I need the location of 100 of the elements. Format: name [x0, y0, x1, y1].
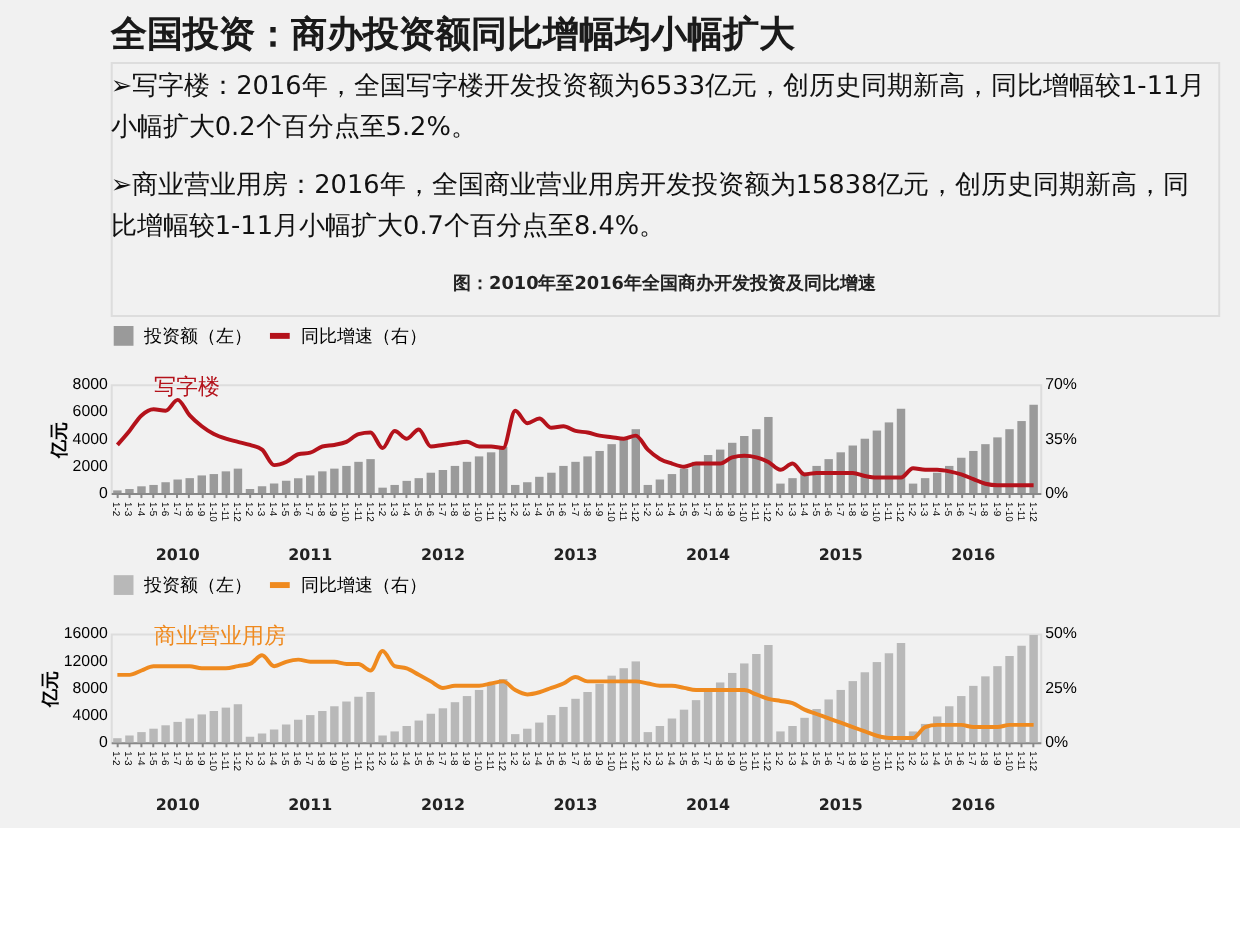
y-tick-label: 8000: [72, 375, 109, 394]
bar: [643, 484, 653, 494]
bar: [257, 733, 267, 743]
text: 2016: [951, 795, 997, 814]
text: 图：2010年至2016年全国商办开发投资及同比增速: [453, 273, 878, 296]
bar: [209, 711, 219, 743]
bar: [643, 732, 653, 743]
y-tick-label: 4000: [72, 429, 109, 448]
text: 2010: [155, 795, 201, 814]
y2-tick-label: 70%: [1045, 375, 1077, 394]
legend-label: 投资额（左）: [142, 575, 253, 597]
bar: [438, 469, 448, 494]
text: 2013: [553, 546, 598, 565]
bar: [896, 408, 906, 494]
bar: [619, 438, 628, 494]
text: 2016: [951, 546, 997, 565]
bar: [872, 662, 882, 743]
bar: [197, 475, 206, 494]
bar: [486, 452, 496, 494]
y-axis-title: 亿元: [39, 670, 62, 709]
bar: [438, 708, 448, 743]
bar: [414, 720, 423, 743]
text: 2015: [818, 546, 863, 565]
bar: [462, 696, 472, 743]
bar: [679, 709, 689, 743]
bar: [679, 468, 689, 494]
bar: [631, 661, 640, 743]
text: 2010: [155, 546, 201, 565]
text: ➢商业营业用房：2016年，全国商业营业用房开发投资额为15838亿元，创历史同期新高，同比增幅较1-11月小幅扩大0.7个百分点至8.4%。: [110, 168, 1190, 243]
chart-title: 写字楼: [154, 374, 221, 401]
y2-tick-label: 0%: [1045, 484, 1069, 503]
bar: [209, 474, 219, 494]
bar: [450, 702, 460, 743]
line-series: [115, 648, 1036, 740]
bar: [233, 704, 243, 743]
bar: [294, 478, 303, 494]
bar: [884, 422, 894, 494]
bar: [426, 713, 436, 743]
legend-label: 同比增速（右）: [300, 575, 427, 597]
bar: [908, 483, 918, 494]
bar: [221, 471, 231, 494]
bar: [306, 475, 315, 494]
bar: [426, 472, 436, 494]
bar: [269, 483, 279, 494]
bar: [281, 724, 291, 743]
bar: [257, 486, 267, 494]
bar: [402, 480, 411, 494]
bar: [197, 714, 206, 743]
chart-title: 商业营业用房: [154, 623, 287, 650]
bar: [306, 715, 315, 743]
bar: [414, 478, 423, 494]
text: 2012: [420, 546, 465, 565]
text: 2012: [420, 795, 465, 814]
bar: [523, 728, 532, 743]
bar: [450, 465, 460, 494]
bar: [486, 684, 496, 743]
bar: [523, 482, 532, 494]
legend-label: 同比增速（右）: [300, 325, 427, 348]
bar: [294, 719, 303, 743]
bar: [667, 474, 677, 494]
legend-label: 投资额（左）: [142, 325, 253, 348]
bar: [884, 653, 894, 743]
bar: [269, 729, 279, 743]
bar: [655, 479, 665, 494]
y-axis-title: 亿元: [48, 421, 71, 460]
y2-tick-label: 35%: [1045, 429, 1077, 448]
bar: [896, 643, 906, 743]
bar: [474, 689, 484, 743]
bar: [655, 725, 665, 743]
text: 全国投资：商办投资额同比增幅均小幅扩大: [108, 14, 797, 57]
y-tick-label: 0: [98, 484, 109, 503]
bar: [511, 734, 520, 743]
text: 2013: [553, 795, 598, 814]
y-tick-label: 6000: [72, 402, 109, 421]
bar: [619, 668, 628, 743]
bar: [703, 690, 713, 743]
y-tick-label: 16000: [63, 624, 109, 643]
line-series: [115, 397, 1036, 488]
text: 2011: [288, 546, 333, 565]
y-tick-label: 4000: [72, 706, 109, 725]
bar: [511, 484, 520, 494]
y2-tick-label: 25%: [1045, 678, 1077, 697]
text: 2014: [686, 546, 732, 565]
bar: [221, 707, 231, 743]
text: ➢写字楼：2016年，全国写字楼开发投资额为6533亿元，创历史同期新高，同比增幅较1-11月小幅扩大0.2个百分点至5.2%。: [110, 69, 1206, 144]
y-tick-label: 12000: [63, 651, 109, 670]
bar: [462, 461, 472, 494]
y-tick-label: 8000: [72, 678, 109, 697]
y2-tick-label: 50%: [1045, 624, 1077, 643]
text: 2011: [288, 795, 333, 814]
bar: [402, 725, 411, 743]
y-tick-label: 0: [98, 733, 109, 752]
text: 2015: [818, 795, 863, 814]
y-tick-label: 2000: [72, 456, 109, 475]
bar: [932, 472, 942, 494]
bar: [474, 456, 484, 494]
bar: [667, 718, 677, 743]
bar: [920, 478, 930, 494]
text: 2014: [686, 795, 732, 814]
bar: [281, 480, 291, 494]
